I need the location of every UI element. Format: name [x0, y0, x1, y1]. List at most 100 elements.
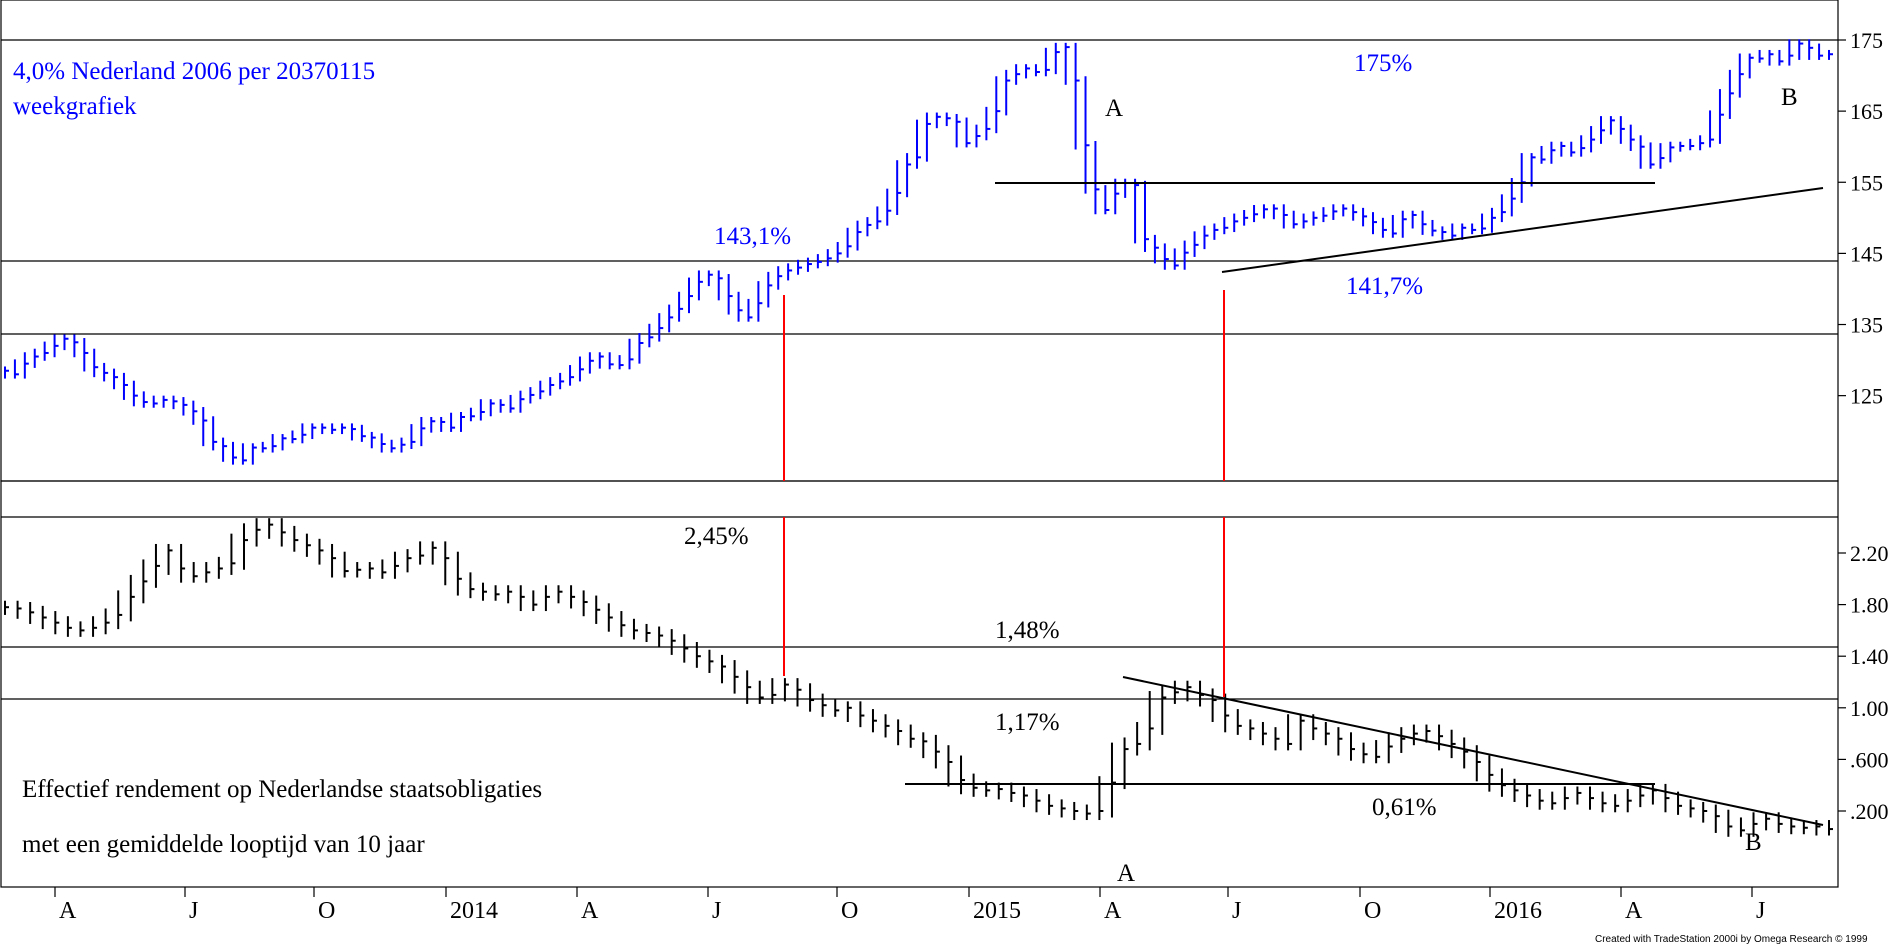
yield-bar — [4, 600, 9, 615]
price-bar — [658, 313, 664, 342]
yield-bar — [1702, 801, 1708, 823]
yield-bar — [243, 523, 249, 570]
price-bar — [271, 434, 277, 453]
price-bar — [13, 359, 19, 379]
price-bar — [1758, 49, 1764, 63]
price-bar — [241, 443, 247, 465]
price-bar — [1560, 141, 1566, 157]
yield-bar — [947, 745, 953, 787]
price-bar — [866, 217, 872, 237]
price-bar — [906, 153, 912, 198]
yield-chart-title: Effectief rendement op Nederlandse staat… — [22, 776, 542, 803]
price-bar — [1114, 178, 1120, 215]
yield-bar — [1073, 801, 1079, 821]
price-bar — [1362, 207, 1368, 227]
x-tick-label: J — [712, 898, 721, 924]
yield-bar — [1664, 783, 1670, 813]
annotation-1-17: 1,17% — [995, 709, 1060, 736]
yield-bar — [205, 562, 211, 583]
price-bar — [608, 352, 614, 370]
yield-bar — [1324, 721, 1330, 746]
price-bar — [192, 400, 198, 425]
yield-bar — [1463, 737, 1469, 769]
yield-bar — [746, 670, 752, 704]
price-bar — [1768, 49, 1774, 66]
price-bar — [797, 259, 803, 275]
price-bar — [281, 434, 287, 451]
price-bar — [1471, 223, 1477, 235]
price-bar — [152, 395, 158, 408]
yield-bar — [482, 582, 488, 601]
yield-bar — [871, 709, 877, 733]
price-y-tick-label: 165 — [1850, 99, 1883, 124]
yield-bar — [343, 551, 349, 578]
price-y-axis: 175 165 155 145 135 125 — [1838, 28, 1883, 409]
yield-bar — [1312, 714, 1318, 741]
yield-bar — [1035, 789, 1041, 813]
yield-bar — [1161, 685, 1167, 735]
price-bar — [1649, 142, 1655, 169]
price-bar — [1322, 207, 1328, 223]
yield-bar — [821, 693, 827, 717]
price-bar — [1025, 64, 1031, 79]
yield-bar — [356, 562, 362, 578]
yield-bar — [1714, 804, 1720, 833]
yield-bar — [469, 572, 475, 599]
price-bar — [1778, 49, 1784, 66]
price-bar — [341, 423, 347, 435]
yield-bar — [1136, 721, 1142, 756]
price-bar — [1629, 124, 1635, 151]
yield-bar — [54, 611, 60, 635]
price-bar — [1262, 204, 1268, 219]
yield-bar — [419, 541, 425, 565]
price-bar — [1411, 210, 1417, 229]
price-bar — [1094, 141, 1100, 215]
price-bar — [350, 423, 356, 441]
x-tick-label: A — [1104, 898, 1122, 924]
price-bar — [172, 395, 178, 410]
yield-bar — [444, 541, 450, 586]
yield-y-tick-label: 2.20 — [1850, 541, 1889, 566]
price-bar — [1600, 116, 1605, 144]
annotation-0-61: 0,61% — [1372, 794, 1437, 821]
yield-bar — [192, 562, 198, 583]
price-bar — [1788, 39, 1794, 66]
price-bar — [1282, 204, 1288, 229]
yield-bar — [972, 773, 978, 797]
yield-bar — [507, 585, 513, 604]
x-tick-label: J — [1756, 898, 1765, 924]
price-bar — [1431, 219, 1437, 237]
yield-bar — [1274, 727, 1280, 751]
price-bar — [1352, 204, 1358, 221]
price-chart-title: 4,0% Nederland 2006 per 20370115 — [13, 58, 375, 85]
price-bar — [1193, 231, 1199, 257]
annotation-141-7: 141,7% — [1346, 273, 1423, 300]
price-bar — [668, 304, 674, 333]
price-bar — [1481, 213, 1487, 235]
x-tick-label: 2015 — [973, 898, 1021, 924]
price-bar — [1818, 43, 1824, 60]
yield-bar — [1287, 714, 1293, 751]
price-bar — [697, 270, 703, 301]
price-bar — [896, 160, 902, 215]
price-bar — [1490, 207, 1496, 233]
price-bar — [499, 399, 505, 413]
x-tick-label: A — [1625, 898, 1643, 924]
price-bar — [162, 395, 168, 408]
yield-bar — [1387, 732, 1393, 764]
price-y-tick-label: 125 — [1850, 384, 1883, 409]
yield-bar — [1060, 799, 1066, 818]
x-tick-label: O — [1364, 898, 1381, 924]
yield-bar — [1337, 727, 1343, 756]
price-bar — [43, 341, 49, 361]
yield-bar — [1022, 786, 1028, 808]
annotation-143-1: 143,1% — [714, 223, 791, 250]
yield-bar — [142, 559, 148, 604]
yield-bar — [1639, 783, 1645, 808]
yield-bar — [1765, 812, 1771, 831]
yield-bar — [494, 585, 500, 601]
yield-bar — [846, 701, 852, 722]
yield-bar — [381, 559, 387, 579]
price-bar — [1391, 214, 1397, 238]
yield-bar — [1651, 783, 1657, 805]
